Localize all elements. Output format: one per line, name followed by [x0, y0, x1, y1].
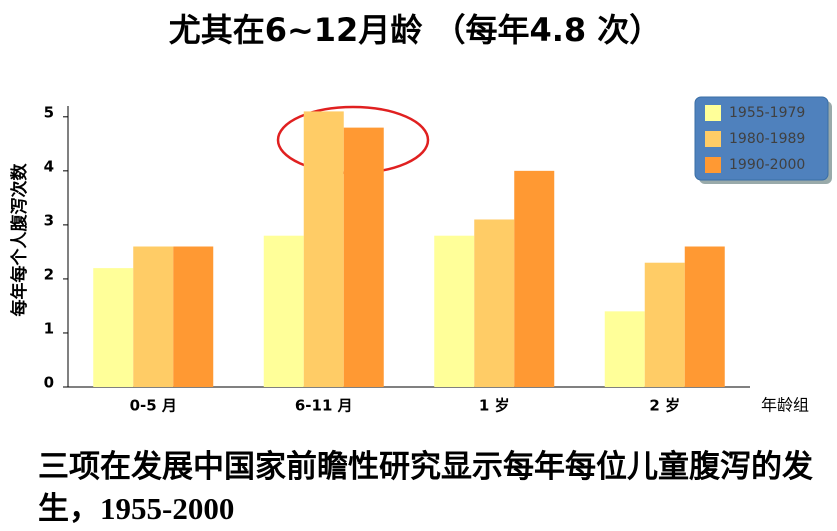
legend-swatch: [705, 105, 721, 121]
y-tick-label: 1: [44, 319, 54, 337]
x-tick-label: 0-5 月: [130, 397, 177, 415]
bar: [684, 246, 725, 387]
legend-label: 1980-1989: [729, 131, 805, 147]
bar: [644, 262, 685, 387]
bar: [474, 219, 515, 387]
bar: [434, 235, 475, 387]
bar: [514, 170, 555, 387]
bar: [343, 127, 384, 387]
bar: [303, 111, 344, 388]
y-tick-label: 3: [44, 211, 54, 229]
y-tick-label: 2: [44, 265, 54, 283]
chart-title: 尤其在6~12月龄 （每年4.8 次）: [169, 11, 662, 49]
x-tick-label: 6-11 月: [295, 397, 353, 415]
x-tick-label: 2 岁: [649, 397, 680, 415]
y-axis-label: 每年每个人腹泻次数: [9, 163, 30, 317]
x-tick-label: 1 岁: [479, 397, 510, 415]
y-tick-label: 0: [44, 374, 54, 392]
x-axis-label: 年龄组: [761, 396, 809, 415]
bar: [93, 268, 134, 387]
bar: [133, 246, 174, 387]
legend-swatch: [705, 157, 721, 173]
bar: [604, 311, 645, 387]
legend-swatch: [705, 131, 721, 147]
footnote: 三项在发展中国家前瞻性研究显示每年每位儿童腹泻的发生，1955-2000: [38, 449, 813, 526]
legend-label: 1990-2000: [729, 157, 805, 173]
bar: [263, 235, 304, 387]
legend-box: [694, 96, 829, 181]
y-tick-label: 4: [44, 157, 54, 175]
bar: [173, 246, 214, 387]
y-tick-label: 5: [44, 103, 54, 121]
legend-label: 1955-1979: [729, 105, 805, 121]
